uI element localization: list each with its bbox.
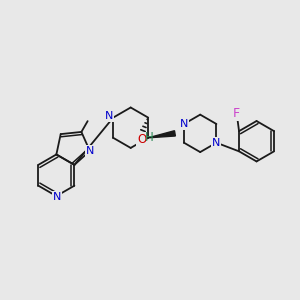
Text: N: N bbox=[212, 138, 220, 148]
Text: N: N bbox=[104, 111, 113, 121]
Polygon shape bbox=[148, 131, 175, 138]
Text: O: O bbox=[137, 133, 146, 146]
Text: N: N bbox=[180, 119, 188, 129]
Text: N: N bbox=[53, 192, 61, 202]
Text: N: N bbox=[86, 146, 94, 156]
Text: H: H bbox=[144, 131, 153, 144]
Text: F: F bbox=[233, 107, 240, 120]
